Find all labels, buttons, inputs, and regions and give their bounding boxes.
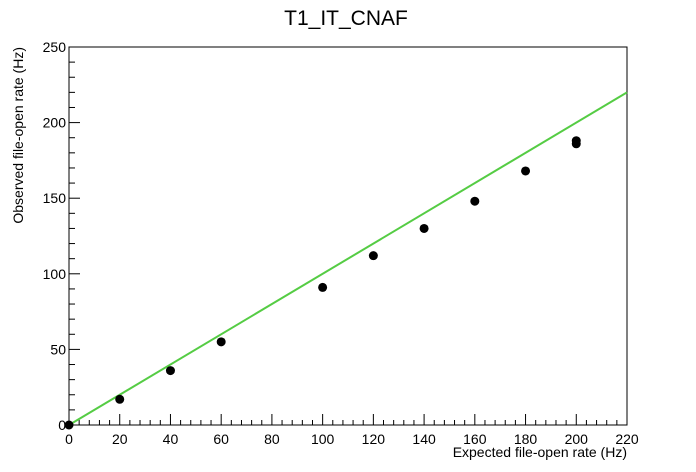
data-point — [470, 196, 480, 206]
x-tick-label: 140 — [412, 431, 436, 447]
x-tick-label: 100 — [311, 431, 335, 447]
data-points — [64, 136, 581, 430]
y-tick-label: 250 — [43, 39, 67, 55]
x-tick-label: 120 — [362, 431, 386, 447]
y-axis: 0 50 100 150 200 250 — [43, 39, 80, 433]
y-axis-title: Observed file-open rate (Hz) — [10, 47, 26, 224]
x-tick-label: 40 — [163, 431, 179, 447]
reference-lines — [68, 91, 628, 426]
data-point — [521, 166, 531, 176]
data-point — [216, 337, 226, 347]
y-tick-label: 200 — [43, 115, 67, 131]
chart-title: T1_IT_CNAF — [284, 7, 408, 30]
x-tick-label: 20 — [112, 431, 128, 447]
x-tick-label: 180 — [514, 431, 538, 447]
data-point — [64, 420, 74, 430]
y-tick-label: 0 — [58, 417, 66, 433]
x-tick-label: 200 — [565, 431, 589, 447]
data-point — [571, 136, 581, 146]
data-point — [115, 394, 125, 404]
y-tick-label: 50 — [50, 341, 66, 357]
x-axis-title: Expected file-open rate (Hz) — [453, 444, 627, 460]
reference-line — [68, 91, 628, 426]
data-point — [419, 223, 429, 233]
data-point — [368, 251, 378, 261]
plot-frame — [68, 46, 628, 426]
y-tick-label: 150 — [43, 190, 67, 206]
data-point — [165, 366, 175, 376]
x-tick-label: 60 — [213, 431, 229, 447]
x-tick-label: 160 — [463, 431, 487, 447]
x-tick-label: 80 — [264, 431, 280, 447]
y-tick-label: 100 — [43, 266, 67, 282]
x-tick-label: 0 — [65, 431, 73, 447]
x-axis: 0 20 40 60 80 100 120 140 160 180 200 220 — [65, 414, 639, 447]
x-tick-label: 220 — [615, 431, 639, 447]
data-point — [318, 282, 328, 292]
